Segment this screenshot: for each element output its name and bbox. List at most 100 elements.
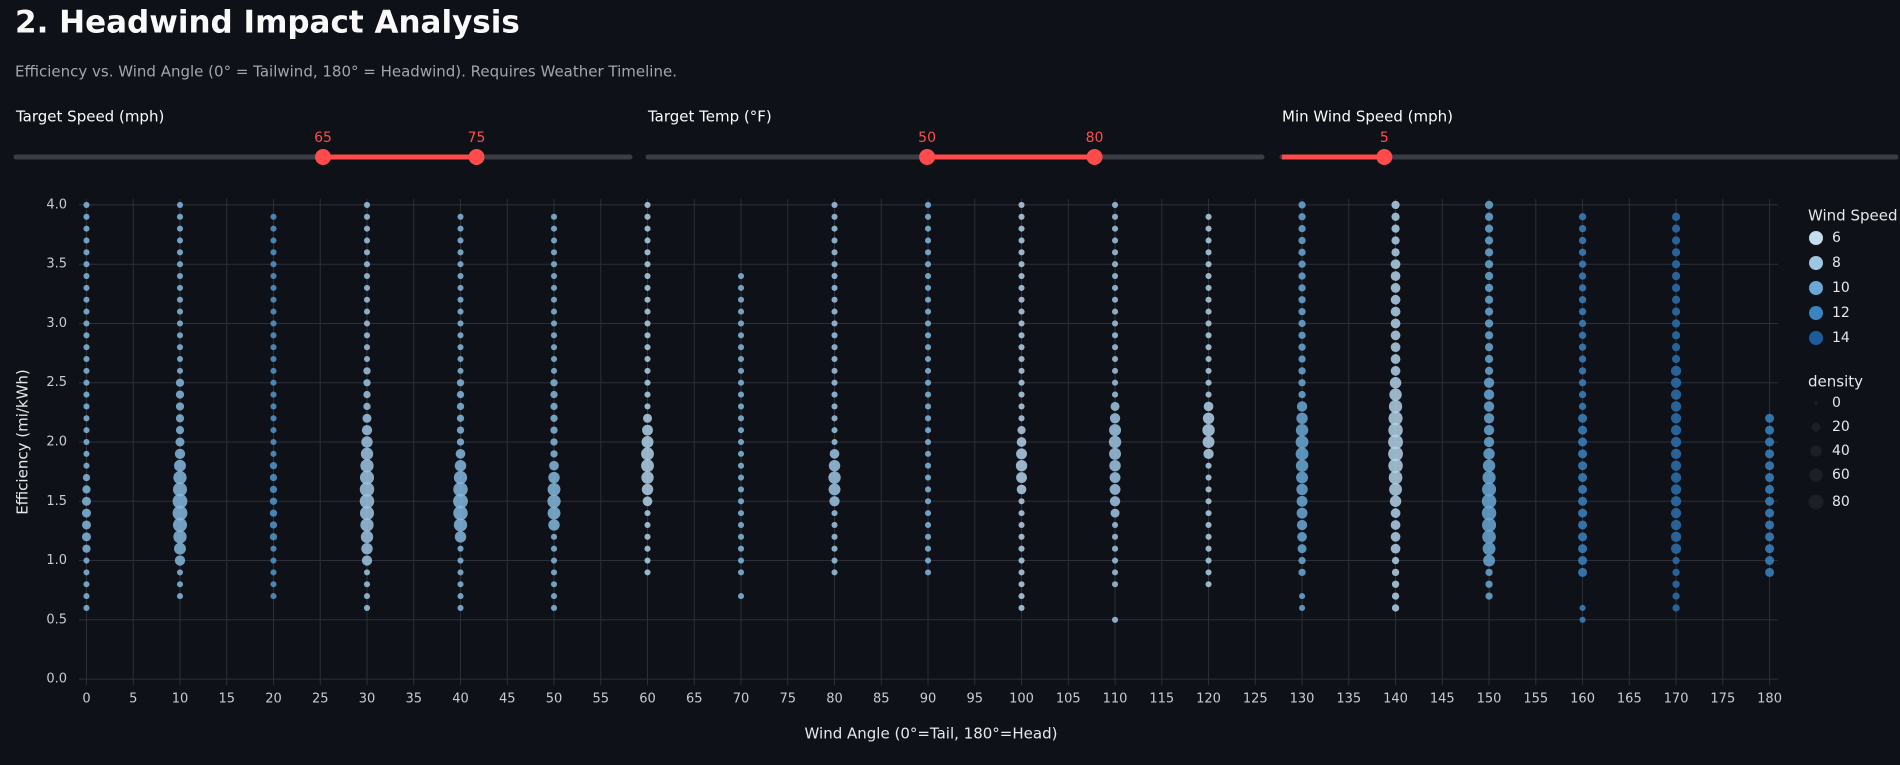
point	[1481, 505, 1497, 521]
point	[83, 557, 90, 564]
point	[1111, 320, 1119, 327]
slider-label: Min Wind Speed (mph)	[1282, 108, 1453, 126]
point	[1484, 271, 1494, 281]
point	[924, 450, 932, 457]
legend-swatch	[1809, 306, 1823, 320]
point	[270, 261, 277, 268]
point	[457, 332, 464, 339]
point	[737, 320, 745, 327]
point	[548, 519, 560, 531]
point	[1388, 446, 1403, 462]
point	[1111, 391, 1119, 398]
x-tick-label: 100	[1009, 692, 1034, 707]
point	[1018, 284, 1025, 291]
y-tick-label: 0.0	[46, 672, 67, 687]
point	[1485, 580, 1493, 588]
point	[924, 403, 932, 410]
point	[831, 415, 838, 422]
point	[1390, 520, 1401, 530]
point	[1391, 604, 1400, 612]
point	[1111, 379, 1119, 386]
point	[175, 378, 185, 387]
slider-thumb[interactable]	[1086, 149, 1103, 165]
point	[828, 459, 841, 472]
x-tick-label: 155	[1523, 692, 1548, 707]
point	[547, 506, 561, 520]
point	[270, 213, 277, 220]
point	[1296, 507, 1308, 519]
point	[457, 237, 464, 244]
point	[1388, 458, 1403, 473]
point	[176, 225, 184, 232]
point	[176, 249, 184, 256]
point	[831, 237, 838, 244]
point	[1205, 474, 1212, 481]
point	[174, 542, 186, 555]
point	[1111, 521, 1119, 529]
point	[644, 569, 651, 576]
y-tick-label: 2.5	[46, 375, 67, 390]
point	[1205, 332, 1212, 339]
point	[550, 308, 558, 315]
point	[83, 237, 90, 244]
point	[1018, 415, 1025, 422]
point	[1765, 413, 1775, 423]
point	[457, 545, 464, 552]
point	[269, 533, 278, 541]
point	[644, 545, 651, 552]
point	[1578, 307, 1587, 316]
point	[1297, 531, 1307, 542]
point	[924, 272, 932, 280]
legend-size	[1809, 468, 1823, 482]
point	[1578, 484, 1588, 494]
point	[359, 482, 375, 497]
point	[924, 486, 932, 493]
point	[363, 261, 371, 268]
point	[363, 379, 371, 387]
point	[269, 462, 278, 470]
point	[270, 296, 277, 303]
point	[550, 296, 558, 303]
point	[644, 391, 651, 398]
point	[363, 284, 371, 291]
slider-thumb[interactable]	[468, 149, 485, 165]
point	[1018, 581, 1025, 588]
point	[644, 332, 651, 339]
point	[1579, 616, 1586, 623]
point	[1296, 519, 1308, 531]
slider-label: Target Speed (mph)	[15, 108, 164, 126]
point	[1484, 260, 1494, 269]
point	[457, 225, 464, 232]
point	[1205, 462, 1212, 469]
point	[1111, 616, 1119, 623]
point	[269, 497, 278, 505]
point	[1670, 365, 1682, 377]
point	[81, 508, 91, 518]
y-tick-label: 4.0	[46, 197, 67, 212]
point	[644, 403, 651, 410]
point	[737, 569, 745, 576]
point	[1018, 225, 1025, 232]
point	[737, 545, 745, 552]
point	[1390, 342, 1401, 353]
point	[1110, 401, 1120, 411]
point	[737, 486, 745, 493]
legend-size	[1808, 494, 1824, 510]
point	[1296, 483, 1308, 496]
point	[1016, 484, 1027, 495]
slider-thumb[interactable]	[1376, 149, 1393, 165]
point	[457, 604, 464, 612]
point	[1111, 533, 1119, 540]
slider-thumb[interactable]	[919, 149, 936, 165]
legend-label: 14	[1832, 330, 1850, 346]
point	[737, 296, 745, 303]
x-tick-label: 80	[826, 692, 843, 707]
point	[1111, 201, 1119, 208]
point	[457, 296, 464, 303]
point	[1296, 412, 1308, 425]
slider-thumb[interactable]	[315, 149, 331, 165]
point	[1018, 308, 1025, 315]
point	[737, 533, 745, 540]
point	[1578, 390, 1587, 399]
point	[924, 237, 932, 244]
